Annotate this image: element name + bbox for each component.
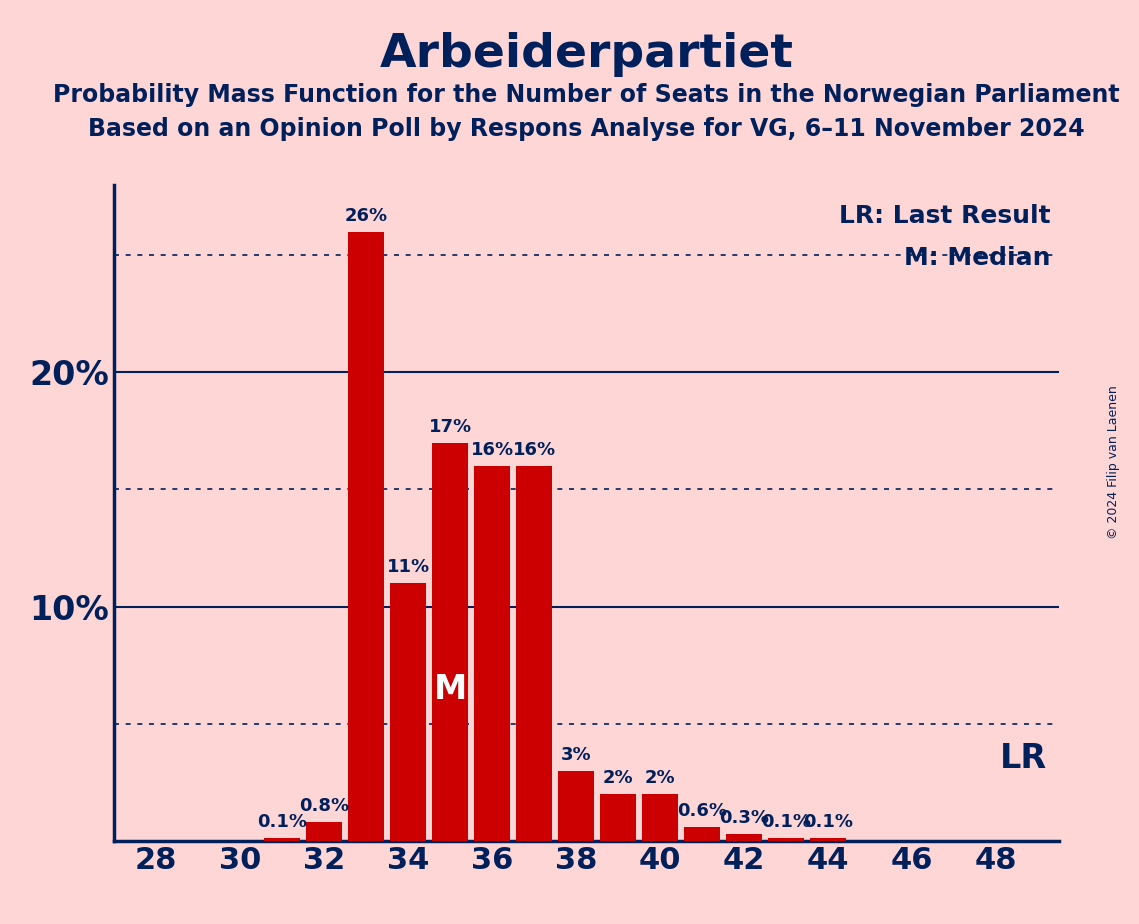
Text: © 2024 Filip van Laenen: © 2024 Filip van Laenen — [1107, 385, 1121, 539]
Bar — [810, 838, 846, 841]
Bar — [727, 833, 762, 841]
Text: Probability Mass Function for the Number of Seats in the Norwegian Parliament: Probability Mass Function for the Number… — [54, 83, 1120, 107]
Text: M: M — [434, 673, 467, 706]
Text: 2%: 2% — [603, 769, 633, 787]
Text: M: Median: M: Median — [904, 246, 1051, 270]
Text: LR: Last Result: LR: Last Result — [839, 203, 1051, 227]
Bar — [349, 232, 384, 841]
Text: 3%: 3% — [560, 746, 591, 763]
Bar — [516, 466, 552, 841]
Bar — [769, 838, 804, 841]
Bar — [474, 466, 510, 841]
Text: LR: LR — [1000, 742, 1047, 775]
Text: 0.1%: 0.1% — [761, 813, 811, 832]
Text: 2%: 2% — [645, 769, 675, 787]
Bar — [264, 838, 300, 841]
Bar — [391, 583, 426, 841]
Bar — [600, 794, 636, 841]
Text: 16%: 16% — [513, 441, 556, 459]
Bar — [432, 443, 468, 841]
Text: 17%: 17% — [428, 418, 472, 435]
Text: Arbeiderpartiet: Arbeiderpartiet — [379, 32, 794, 78]
Bar — [306, 822, 342, 841]
Text: 0.1%: 0.1% — [257, 813, 308, 832]
Bar — [685, 827, 720, 841]
Bar — [558, 771, 593, 841]
Text: 0.1%: 0.1% — [803, 813, 853, 832]
Text: Based on an Opinion Poll by Respons Analyse for VG, 6–11 November 2024: Based on an Opinion Poll by Respons Anal… — [89, 117, 1084, 141]
Text: 11%: 11% — [386, 558, 429, 576]
Text: 0.3%: 0.3% — [719, 808, 769, 827]
Bar — [642, 794, 678, 841]
Text: 0.6%: 0.6% — [677, 802, 727, 820]
Text: 26%: 26% — [344, 207, 387, 225]
Text: 0.8%: 0.8% — [298, 797, 349, 815]
Text: 16%: 16% — [470, 441, 514, 459]
